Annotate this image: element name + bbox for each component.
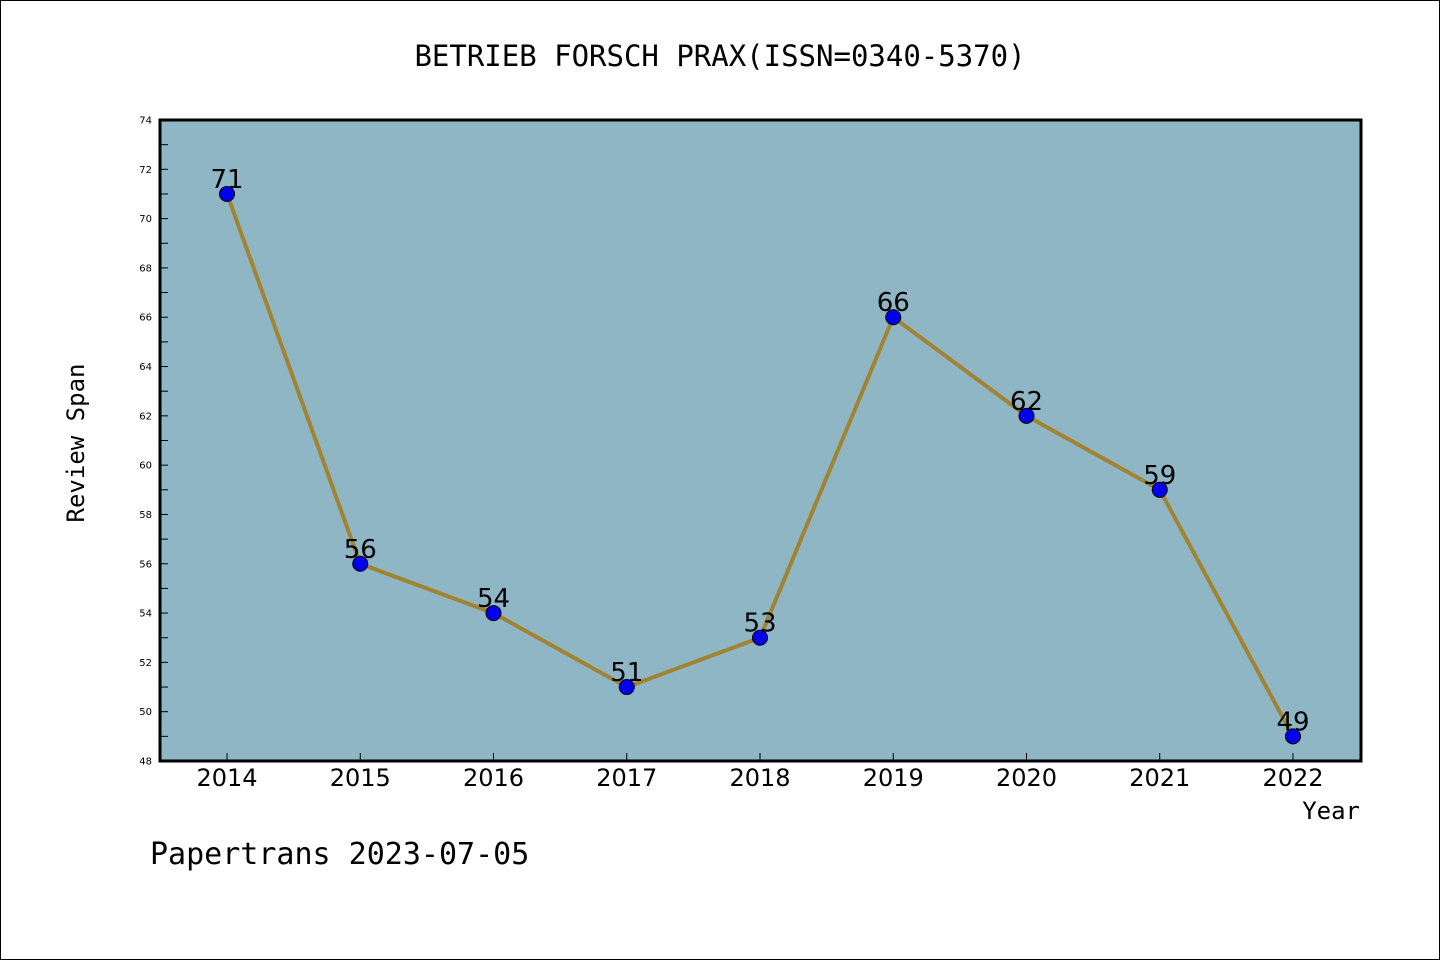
y-tick-label: 60 <box>139 461 152 472</box>
y-tick-label: 54 <box>139 609 152 620</box>
x-tick-label: 2021 <box>1129 764 1190 792</box>
y-tick-label: 70 <box>139 214 152 225</box>
data-point <box>1285 728 1301 745</box>
y-tick-label: 48 <box>139 757 152 768</box>
data-label: 56 <box>344 535 377 565</box>
footer-credit: Papertrans 2023-07-05 <box>150 837 529 872</box>
y-tick-label: 52 <box>139 658 152 669</box>
x-axis-label: Year <box>1302 797 1360 825</box>
x-tick-label: 2017 <box>596 764 657 792</box>
data-label: 62 <box>1010 387 1043 417</box>
y-tick-label: 66 <box>139 313 152 324</box>
data-point <box>352 555 369 572</box>
data-point <box>1018 407 1035 424</box>
data-point <box>752 629 768 646</box>
plot-border <box>158 118 1363 763</box>
x-tick-label: 2016 <box>463 764 524 792</box>
data-label: 71 <box>210 165 243 195</box>
y-tick-label: 50 <box>139 707 152 718</box>
x-tick-label: 2015 <box>330 764 391 792</box>
y-tick-label: 64 <box>139 362 152 373</box>
data-point <box>485 605 502 622</box>
y-axis-label: Review Span <box>62 364 90 523</box>
y-tick-label: 56 <box>139 559 152 570</box>
data-point <box>885 309 902 326</box>
data-label: 59 <box>1143 461 1176 491</box>
chart-title: BETRIEB FORSCH PRAX(ISSN=0340-5370) <box>414 39 1025 73</box>
data-label: 51 <box>610 658 643 688</box>
x-tick-label: 2019 <box>863 764 924 792</box>
x-tick-label: 2022 <box>1262 764 1323 792</box>
y-tick-label: 68 <box>139 263 152 274</box>
data-point <box>1151 481 1168 498</box>
y-tick-label: 72 <box>139 165 152 176</box>
data-label: 53 <box>743 609 776 639</box>
plot-area <box>160 120 1361 761</box>
x-tick-label: 2014 <box>196 764 257 792</box>
data-label: 66 <box>877 288 910 318</box>
y-tick-label: 62 <box>139 411 152 422</box>
data-label: 54 <box>477 584 510 614</box>
x-tick-label: 2020 <box>996 764 1057 792</box>
data-label: 49 <box>1276 707 1309 737</box>
data-point <box>219 185 235 202</box>
y-axis: 48 50 52 54 56 58 60 62 64 66 68 70 72 74 <box>139 116 168 768</box>
x-tick-label: 2018 <box>729 764 790 792</box>
y-tick-label: 74 <box>139 116 152 127</box>
x-axis: 2014 2015 2016 2017 2018 2019 2020 2021 2022 <box>196 753 1324 792</box>
data-point <box>618 679 635 696</box>
series-layer: 71 56 54 51 53 66 62 59 49 <box>210 165 1310 745</box>
y-tick-label: 58 <box>139 510 152 521</box>
